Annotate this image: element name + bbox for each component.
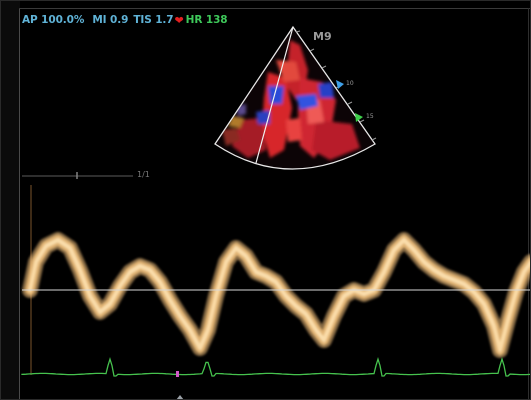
triangle-marker-icon[interactable] xyxy=(355,113,363,122)
depth-mark-10: 10 xyxy=(346,80,354,87)
acoustic-power-readout: AP 100.0% xyxy=(22,14,85,26)
right-divider xyxy=(528,8,529,400)
panel-divider xyxy=(19,8,20,400)
heart-rate-readout: HR 138 xyxy=(185,14,228,26)
ecg-marker-icon xyxy=(176,371,179,377)
heart-icon: ❤ xyxy=(174,13,184,27)
probe-label: M9 xyxy=(313,30,332,43)
triangle-marker-icon[interactable] xyxy=(336,80,344,89)
thermal-index-readout: TIS 1.7 xyxy=(133,14,174,26)
color-flow-map xyxy=(222,40,360,160)
frame-counter: 1/1 xyxy=(137,170,150,179)
depth-mark-15: 15 xyxy=(366,113,374,120)
doppler-signal-band xyxy=(22,232,531,358)
m-mode-cursor-line xyxy=(255,26,294,164)
mechanical-index-readout: MI 0.9 xyxy=(92,14,129,26)
top-divider xyxy=(19,8,531,9)
acquisition-status-bar: AP 100.0% MI 0.9 TIS 1.7 ❤ HR 138 xyxy=(22,12,228,28)
sector-outline xyxy=(214,25,376,170)
left-side-panel xyxy=(0,0,20,400)
ecg-trace xyxy=(21,357,531,377)
time-cursor-icon xyxy=(176,395,184,400)
